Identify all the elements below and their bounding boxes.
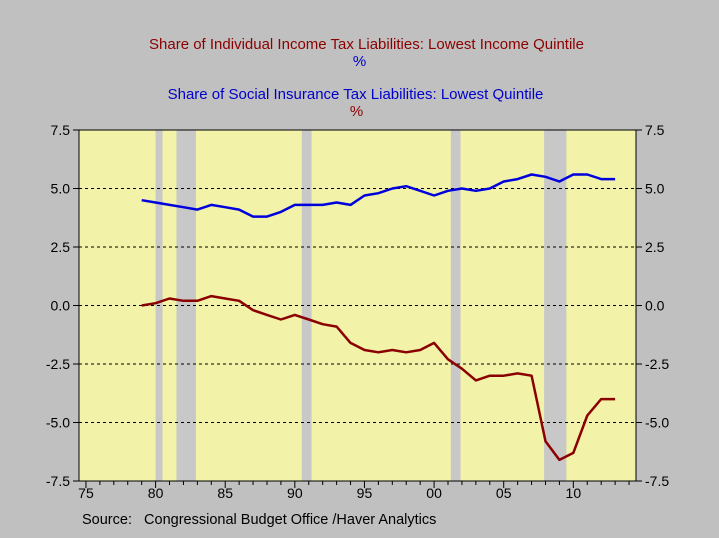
y-tick-label-right: 5.0 (645, 181, 665, 197)
y-tick-label-left: 2.5 (51, 239, 71, 255)
recession-band (450, 130, 461, 481)
y-tick-label-right: -2.5 (645, 356, 669, 372)
x-tick-label: 80 (148, 485, 164, 501)
x-tick-label: 85 (217, 485, 233, 501)
chart-title-income: Share of Individual Income Tax Liabiliti… (149, 36, 584, 53)
income-tax-share-line (141, 294, 616, 462)
chart-unit-social: % (349, 103, 364, 120)
social-insurance-share-line (141, 173, 616, 218)
x-tick-label: 10 (566, 485, 582, 501)
chart-unit-income: % (352, 53, 367, 70)
x-tick-label: 75 (78, 485, 94, 501)
y-tick-label-left: -2.5 (46, 356, 70, 372)
x-tick-label: 95 (357, 485, 373, 501)
x-tick-label: 05 (496, 485, 512, 501)
y-tick-label-right: -5.0 (645, 415, 669, 431)
y-tick-label-left: -5.0 (46, 415, 70, 431)
y-tick-label-left: 0.0 (51, 298, 71, 314)
y-tick-label-left: -7.5 (46, 473, 70, 489)
y-tick-label-right: 0.0 (645, 298, 665, 314)
plot-border (78, 129, 637, 482)
y-tick-label-right: 2.5 (645, 239, 665, 255)
source-note: Source: Congressional Budget Office /Hav… (82, 512, 437, 528)
recession-band (176, 130, 196, 481)
y-tick-label-left: 5.0 (51, 181, 71, 197)
recession-band (301, 130, 312, 481)
y-tick-label-right: 7.5 (645, 122, 665, 138)
chart-title-social: Share of Social Insurance Tax Liabilitie… (167, 86, 544, 103)
y-tick-label-left: 7.5 (51, 122, 71, 138)
x-tick-label: 90 (287, 485, 303, 501)
y-tick-label-right: -7.5 (645, 473, 669, 489)
x-tick-label: 00 (426, 485, 442, 501)
